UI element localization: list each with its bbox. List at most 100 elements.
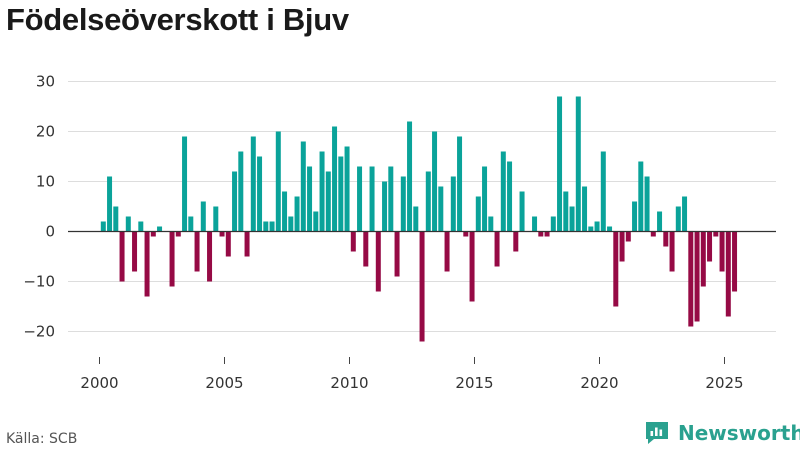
bar — [382, 181, 388, 232]
y-tick-label: 10 — [36, 173, 55, 191]
bar — [563, 191, 569, 232]
brand-logo[interactable]: Newsworthy — [644, 420, 800, 446]
bar — [432, 131, 438, 232]
y-axis-labels: 30 20 10 0 −10 −20 — [23, 73, 55, 341]
bar — [138, 221, 144, 232]
bar — [225, 231, 231, 257]
bar — [363, 231, 369, 267]
bar — [444, 231, 450, 272]
bar — [169, 231, 175, 287]
bar — [532, 216, 538, 232]
bar — [357, 166, 363, 232]
bar — [650, 231, 656, 237]
bar — [644, 176, 650, 232]
bar — [275, 131, 281, 232]
bar — [100, 221, 106, 232]
bar — [538, 231, 544, 237]
bar — [182, 136, 188, 232]
bar — [469, 231, 475, 302]
bar — [688, 231, 694, 327]
bar — [675, 206, 681, 232]
bar — [319, 151, 325, 232]
bar — [375, 231, 381, 292]
bar — [238, 151, 244, 232]
bar — [369, 166, 375, 232]
bar — [657, 211, 663, 232]
x-tick-label: 2025 — [705, 374, 743, 392]
bar — [594, 221, 600, 232]
bar — [488, 216, 494, 232]
bar — [350, 231, 356, 252]
bar — [232, 171, 238, 232]
bar — [588, 226, 594, 232]
chart-title: Födelseöverskott i Bjuv — [6, 2, 349, 37]
bar — [682, 196, 688, 232]
bar — [219, 231, 225, 237]
bar — [338, 156, 344, 232]
x-tick-label: 2010 — [330, 374, 368, 392]
bars — [100, 96, 738, 342]
brand-name: Newsworthy — [678, 421, 800, 445]
y-tick-label: 30 — [36, 73, 55, 91]
bar — [269, 221, 275, 232]
bar — [513, 231, 519, 252]
bar — [575, 96, 581, 232]
bar — [544, 231, 550, 237]
bar — [132, 231, 138, 272]
bar — [194, 231, 200, 272]
bar — [388, 166, 394, 232]
bar — [500, 151, 506, 232]
bar — [407, 121, 413, 232]
bar — [400, 176, 406, 232]
bar — [119, 231, 125, 282]
bar — [450, 176, 456, 232]
bar — [732, 231, 738, 292]
bar — [550, 216, 556, 232]
bar — [638, 161, 644, 232]
bar — [419, 231, 425, 342]
y-tick-label: 20 — [36, 123, 55, 141]
bar — [300, 141, 306, 232]
y-tick-label: −10 — [23, 273, 55, 291]
source-note: Källa: SCB — [6, 431, 78, 447]
x-tick-label: 2000 — [80, 374, 118, 392]
bar — [307, 166, 313, 232]
bar — [213, 206, 219, 232]
bar — [494, 231, 500, 267]
bar — [325, 171, 331, 232]
x-axis: 2000 2005 2010 2015 2020 2025 — [80, 357, 744, 392]
bar — [482, 166, 488, 232]
bar — [619, 231, 625, 262]
bar — [625, 231, 631, 242]
bar — [669, 231, 675, 272]
bar — [175, 231, 181, 237]
bar — [188, 216, 194, 232]
bar — [207, 231, 213, 282]
bar — [582, 186, 588, 232]
bar — [313, 211, 319, 232]
bar — [157, 226, 163, 232]
bar — [519, 191, 525, 232]
x-tick-label: 2015 — [455, 374, 493, 392]
bar — [125, 216, 131, 232]
bar — [200, 201, 206, 232]
bar — [288, 216, 294, 232]
bar — [113, 206, 119, 232]
bar — [700, 231, 706, 287]
bar — [569, 206, 575, 232]
bar — [613, 231, 619, 307]
bar — [294, 196, 300, 232]
bar — [463, 231, 469, 237]
bar — [144, 231, 150, 297]
bar — [632, 201, 638, 232]
bar — [413, 206, 419, 232]
bar — [244, 231, 250, 257]
bar — [663, 231, 669, 247]
y-tick-label: −20 — [23, 323, 55, 341]
bar — [425, 171, 431, 232]
bar — [607, 226, 613, 232]
bar — [600, 151, 606, 232]
bar — [438, 186, 444, 232]
x-tick-label: 2005 — [205, 374, 243, 392]
bar — [713, 231, 719, 237]
